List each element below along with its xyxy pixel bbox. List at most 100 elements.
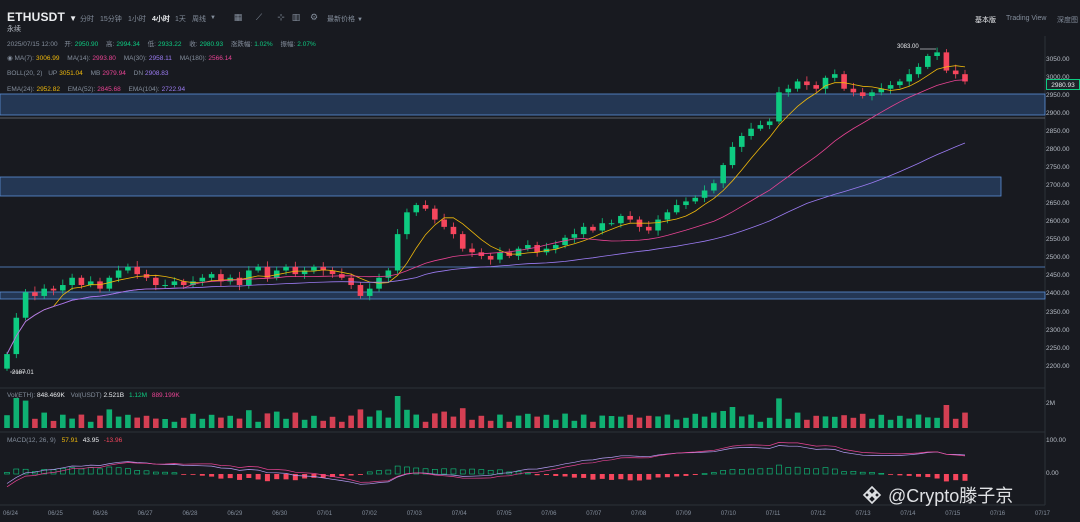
candle (283, 266, 289, 271)
chevron-down-icon[interactable]: ▼ (210, 15, 216, 21)
candle (366, 288, 373, 296)
gear-icon[interactable]: ⚙ (309, 11, 319, 22)
volume-bar (580, 414, 587, 428)
volume-ma2: 889.199K (151, 392, 180, 399)
volume-bar (924, 417, 931, 428)
macd-bar (366, 471, 373, 475)
macd-bar (701, 473, 708, 475)
crosshair-icon[interactable]: ⊹ (277, 11, 285, 22)
macd-bar (609, 474, 615, 480)
macd-bar (906, 474, 912, 476)
candle (850, 88, 857, 93)
macd-bar (831, 468, 838, 475)
candle (115, 270, 122, 278)
volume-bar (22, 400, 29, 428)
symbol-selector[interactable]: ETHUSDT ▼ (7, 10, 77, 24)
volume-bar (320, 420, 327, 428)
volume-bar (329, 416, 336, 428)
volume-bar (562, 413, 568, 428)
candle (190, 281, 196, 286)
current-price-tag: 2980.93 (1046, 79, 1080, 90)
timeframe-tab-active[interactable]: 4小时 (152, 16, 170, 23)
eye-icon[interactable]: ◉ (7, 55, 13, 62)
macd-bar (171, 472, 178, 475)
macd-bar (469, 468, 475, 475)
macd-bar (153, 471, 159, 475)
macd-bar (525, 472, 531, 475)
volume-bar (776, 398, 782, 428)
high-marker: 3083.00 (897, 44, 919, 50)
tab-depth[interactable]: 深度图 (1057, 17, 1078, 24)
macd-bar (534, 474, 540, 476)
boll-label: BOLL(20, 2) (7, 70, 43, 77)
macd-bar (841, 471, 847, 475)
candle (171, 281, 178, 286)
macd-bar (711, 472, 717, 475)
timeframe-tab[interactable]: 周线 (192, 16, 206, 23)
macd-bar (859, 471, 866, 475)
resistance-zone (0, 176, 1002, 197)
draw-tool-icon[interactable]: ⟋ (255, 11, 263, 22)
macd-bar (636, 474, 642, 481)
date-axis-tick: 07/09 (676, 511, 692, 517)
candle (525, 245, 531, 249)
volume-bar (32, 418, 38, 428)
macd-bar (209, 474, 215, 477)
volume-bar (831, 416, 838, 428)
candle (180, 281, 187, 286)
macd-bar (664, 474, 670, 478)
tab-tradingview[interactable]: Trading View (1006, 15, 1047, 22)
macd-bar (4, 472, 10, 475)
price-axis-tick: 2650.00 (1046, 200, 1070, 207)
price-axis-tick: 3050.00 (1046, 56, 1070, 63)
price-axis-tick: 2250.00 (1046, 345, 1070, 352)
macd-bar (246, 474, 252, 478)
price-type-selector[interactable]: 最新价格 ▼ (327, 14, 363, 24)
volume-bar (962, 412, 968, 428)
timeframe-tab[interactable]: 15分钟 (100, 16, 122, 23)
candle (924, 56, 931, 67)
macd-bar (22, 468, 29, 475)
candle (952, 70, 959, 75)
candle (236, 277, 243, 286)
candle (394, 234, 401, 271)
macd-bar (404, 466, 410, 475)
volume-bar (525, 413, 531, 428)
ema24-label: EMA(24): (7, 86, 35, 93)
indicator-icon[interactable]: ▦ (233, 11, 243, 22)
macd-bar (413, 467, 420, 475)
candle (618, 215, 624, 224)
layout-icon[interactable]: ▥ (291, 11, 301, 22)
volume-bar (943, 405, 950, 428)
high-label: 高: (106, 41, 115, 48)
volume-bar (292, 412, 299, 428)
candle (757, 125, 764, 129)
timeframe-tab[interactable]: 1天 (175, 16, 186, 23)
close-label: 收: (189, 41, 198, 48)
boll-dn-label: DN (133, 70, 144, 77)
macd-bar (134, 470, 141, 475)
price-chart[interactable] (0, 36, 1080, 522)
date-axis-tick: 07/06 (541, 511, 557, 517)
date-axis-tick: 06/27 (137, 511, 153, 517)
date-axis-tick: 07/12 (810, 511, 826, 517)
volume-bar (180, 417, 187, 428)
macd-dif: 57.91 (61, 437, 78, 444)
candle (962, 74, 968, 82)
price-axis-tick: 2550.00 (1046, 236, 1070, 243)
candle (813, 85, 819, 89)
tab-basic[interactable]: 基本版 (975, 17, 996, 24)
timeframe-tab[interactable]: 1小时 (128, 16, 146, 23)
macd-bar (487, 469, 494, 475)
macd-dif-line (6, 445, 966, 485)
candle (571, 234, 578, 238)
candle (748, 128, 754, 136)
volume-bar (246, 410, 252, 428)
candle (32, 292, 38, 296)
low-label: 低: (147, 41, 156, 48)
volume-info: Vol(ETH): 848.469K Vol(USDT) 2.521B 1.12… (7, 392, 180, 399)
candle (218, 274, 224, 282)
macd-bar (441, 468, 447, 475)
macd-bar (571, 474, 577, 478)
timeframe-tab[interactable]: 分时 (80, 16, 94, 23)
